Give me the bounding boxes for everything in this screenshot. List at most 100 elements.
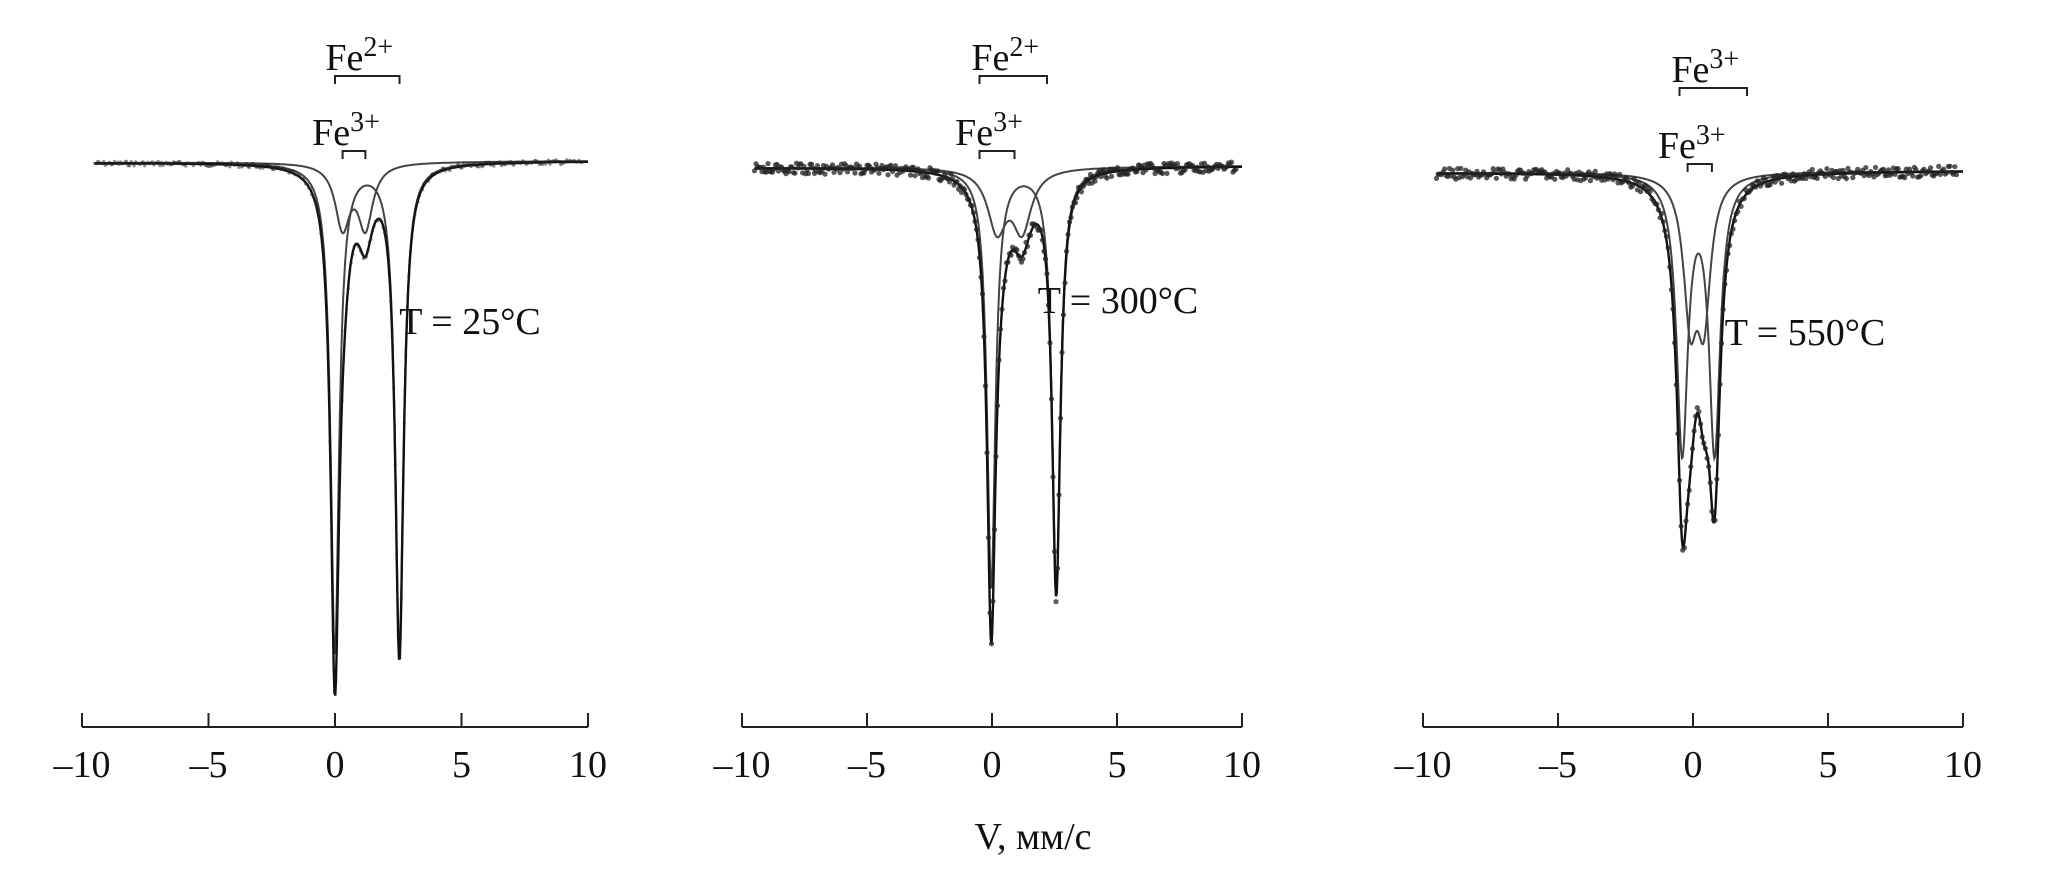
panel-left-x-tick-label: 0 (326, 744, 345, 786)
panel-left-data-point (392, 386, 396, 390)
panel-middle-data-point (852, 170, 858, 176)
panel-right-data-point (1694, 405, 1700, 411)
panel-left-data-point (202, 161, 206, 165)
panel-left-data-point (367, 240, 371, 244)
panel-left-data-point (237, 165, 241, 169)
panel-left-data-point (536, 160, 540, 164)
panel-left-data-point (325, 321, 329, 325)
panel-right-data-point (1790, 171, 1796, 177)
panel-left-data-point (252, 162, 256, 166)
panel-left-data-point (408, 249, 412, 253)
panel-left-data-point (442, 166, 446, 170)
panel-left-data-point (352, 244, 356, 249)
panel-right-data-point (1824, 166, 1830, 172)
panel-left-fe-bracket (341, 150, 367, 159)
panel-left-data-point (156, 159, 160, 164)
panel-right-data-point (1714, 476, 1720, 482)
panel-left-data-point (548, 162, 552, 166)
panel-left-data-point (329, 528, 334, 532)
panel-left-data-point (349, 261, 353, 265)
panel-right-data-point (1631, 176, 1637, 182)
panel-left-data-point (360, 251, 364, 255)
panel-left-data-point (260, 163, 264, 167)
panel-left-data-point (372, 224, 376, 228)
panel-right-data-point (1685, 501, 1691, 507)
panel-middle-data-point (972, 218, 978, 224)
panel-middle-data-point (862, 167, 869, 173)
panel-left-data-point (313, 199, 317, 203)
panel-left-data-point (319, 232, 323, 236)
panel-middle-x-tick-label: 5 (1108, 744, 1127, 786)
panel-middle-data-point (987, 610, 993, 616)
panel-middle-data-point (1000, 285, 1007, 291)
panel-left-data-point (540, 162, 545, 167)
panel-middle-data-point (808, 161, 815, 167)
panel-left-data-point (158, 164, 162, 168)
panel-left-data-point (420, 188, 425, 192)
panel-middle-x-tick-label: 10 (1223, 744, 1261, 786)
panel-left-fe-label: Fe3+ (312, 107, 380, 154)
panel-left-data-point (393, 463, 397, 467)
panel-left-x-tick-label: –10 (53, 744, 111, 786)
panel-left-data-point (108, 160, 112, 164)
panel-middle-data-point (814, 163, 821, 169)
panel-middle-data-point (1092, 178, 1098, 184)
panel-middle-data-point (1059, 349, 1065, 356)
panel-middle-data-point (978, 274, 984, 280)
panel-middle-component-curve (754, 165, 1242, 239)
panel-left-data-point (395, 552, 399, 557)
panel-right-data-point (1629, 183, 1636, 189)
panel-left-data-point (405, 305, 409, 309)
panel-right-data-point (1696, 409, 1702, 415)
panel-right-data-point (1691, 428, 1697, 434)
panel-middle-data-point (888, 162, 894, 168)
panel-left-data-point (346, 286, 350, 290)
panel-middle-data-point (1114, 165, 1121, 171)
panel-middle-data-point (1093, 174, 1100, 180)
panel-left-data-point (492, 164, 496, 168)
panel-right-data-point (1895, 166, 1901, 172)
panel-left-data-point (131, 161, 135, 165)
panel-right-data-point (1492, 169, 1498, 175)
panel-middle-data-point (1164, 170, 1170, 176)
panel-middle-data-point (1023, 239, 1029, 245)
panel-left-data-point (331, 626, 335, 630)
panel-left-data-point (546, 158, 551, 162)
panel-right-data-point (1689, 446, 1696, 452)
panel-right-data-point (1717, 381, 1723, 387)
panel-right-data-point (1762, 177, 1768, 183)
panel-left-data-point (498, 160, 502, 164)
panel-middle-data-point (840, 166, 846, 172)
panel-left-data-point (102, 159, 106, 163)
panel-right-data-point (1723, 267, 1730, 273)
panel-right-data-point (1668, 287, 1674, 293)
panel-middle-data-point (994, 403, 1001, 409)
panel-middle-data-point (912, 173, 918, 179)
panel-right-data-point (1953, 172, 1960, 178)
panel-right-data-point (1542, 169, 1548, 175)
panel-left-data-point (509, 159, 513, 163)
panel-middle-data-point (850, 165, 857, 171)
panel-middle-data-point (948, 171, 954, 177)
panel-middle-data-point (1233, 166, 1239, 172)
panel-middle-data-point (963, 191, 969, 197)
panel-right-data-point (1845, 165, 1851, 171)
panel-middle-data-point (1054, 565, 1061, 572)
panel-middle-data-point (1039, 237, 1046, 243)
panel-right-data-point (1663, 233, 1670, 240)
panel-middle-fe-bracket (978, 150, 1016, 159)
panel-left-data-point (197, 161, 201, 165)
panel-left-data-point (150, 160, 154, 164)
panel-right-data-point (1779, 180, 1785, 186)
panel-left-data-point (337, 516, 341, 520)
panel-left-data-point (414, 203, 419, 207)
panel-middle-data-point (805, 170, 812, 177)
panel-left-x-tick-label: –5 (189, 744, 228, 786)
panel-right-data-point (1720, 306, 1726, 313)
x-axis-label: V, мм/с (974, 816, 1091, 858)
panel-middle-x-tick-label: –10 (713, 744, 771, 786)
panel-middle-fe-label: Fe2+ (971, 32, 1039, 79)
panel-left-data-point (507, 162, 511, 166)
panel-right-data-point (1727, 242, 1733, 249)
panel-right-data-point (1709, 508, 1715, 514)
